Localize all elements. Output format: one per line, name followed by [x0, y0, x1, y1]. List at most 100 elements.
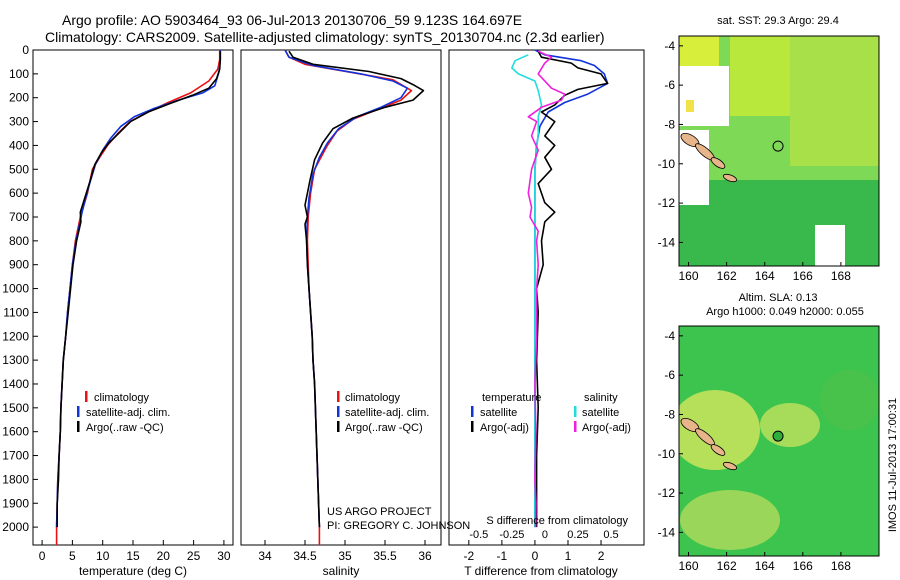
salinity-series	[284, 49, 425, 545]
island	[722, 461, 738, 471]
legend-swatch-argo	[337, 421, 340, 432]
map-y-tick-label: -12	[658, 486, 676, 500]
depth-tick-label: 600	[9, 186, 29, 200]
argo-float-marker	[772, 430, 784, 442]
difference-panel: -2 -1 0 1 2 -0.5 -0.25 0 0.25 0.5 S difference fr…	[448, 49, 645, 578]
top-x-tick-label: 0.5	[603, 529, 618, 541]
depth-tick-label: 1500	[2, 401, 29, 415]
sst-map-ticks: 160 162 164 166 168 -4 -6 -8 -10 -12 -14	[658, 39, 852, 283]
map-x-tick-label: 162	[717, 559, 737, 573]
difference-series	[510, 49, 609, 528]
depth-tick-label: 400	[9, 138, 29, 152]
temperature-panel: 0100200300400500600700800900100011001200…	[2, 43, 234, 578]
timestamp: IMOS 11-Jul-2013 17:00:31	[887, 398, 899, 532]
legend-header-salinity: salinity	[584, 392, 618, 404]
series-line-climatology	[55, 50, 221, 545]
sst-map-panel: sat. SST: 29.3 Argo: 29.4 160 162 164 166 16…	[658, 15, 880, 283]
salinity-xlabel: salinity	[323, 564, 360, 578]
x-tick-label: 15	[126, 549, 140, 563]
map-y-tick-label: -12	[658, 196, 676, 210]
map-y-tick-label: -4	[664, 39, 675, 53]
series-line-s-argo-adj-	[527, 50, 566, 528]
x-tick-label: 10	[96, 549, 110, 563]
depth-tick-label: 500	[9, 162, 29, 176]
title-line1: Argo profile: AO 5903464_93 06-Jul-2013 …	[62, 12, 522, 28]
legend-label-t-satellite: satellite	[480, 407, 517, 419]
map-x-tick-label: 168	[831, 559, 851, 573]
sla-map-panel: Altim. SLA: 0.13 Argo h1000: 0.049 h2000…	[658, 292, 880, 573]
series-line-t-satellite	[534, 49, 609, 528]
x-tick-label: 35	[338, 549, 352, 563]
sst-warm-patch	[790, 36, 879, 166]
island	[710, 444, 726, 456]
x-tick-label: 30	[217, 549, 231, 563]
depth-tick-label: 1900	[2, 496, 29, 510]
x-tick-label: 34	[258, 549, 272, 563]
map-y-tick-label: -14	[658, 235, 676, 249]
legend-label-climatology: climatology	[94, 392, 150, 404]
top-x-tick-label: 0	[542, 529, 548, 541]
series-line-s-satellite	[510, 54, 543, 528]
legend-swatch-satellite	[77, 406, 80, 417]
sst-map-title: sat. SST: 29.3 Argo: 29.4	[717, 15, 839, 27]
legend-label-argo: Argo(..raw -QC)	[345, 422, 423, 434]
depth-tick-label: 300	[9, 115, 29, 129]
legend-label-t-argo: Argo(-adj)	[480, 422, 529, 434]
x-tick-label: 36	[418, 549, 432, 563]
sst-cloud-mask	[679, 66, 729, 126]
sst-cool-region	[679, 180, 879, 266]
legend-swatch-satellite	[337, 406, 340, 417]
map-y-tick-label: -8	[664, 117, 675, 131]
x-tick-label: 35.5	[373, 549, 397, 563]
legend-label-s-argo: Argo(-adj)	[582, 422, 631, 434]
island	[722, 173, 738, 183]
legend-header-temperature: temperature	[482, 392, 541, 404]
series-line-argo-raw-qc-	[56, 51, 222, 528]
map-x-tick-label: 166	[793, 559, 813, 573]
map-y-tick-label: -14	[658, 525, 676, 539]
salinity-x-ticks: 34 34.5 35 35.5 36	[258, 540, 432, 563]
x-tick-label: 0	[39, 549, 46, 563]
sla-high-patch	[680, 490, 780, 550]
sla-map-title-2: Argo h1000: 0.049 h2000: 0.055	[706, 306, 864, 318]
x-tick-label: 20	[157, 549, 171, 563]
legend-swatch-t-argo	[471, 421, 474, 432]
difference-legend: temperature salinity satellite Argo(-adj…	[471, 392, 631, 434]
x-tick-label: 34.5	[293, 549, 317, 563]
temperature-axes-frame	[32, 49, 234, 546]
sla-high-patch	[679, 390, 760, 470]
map-x-tick-label: 164	[755, 559, 775, 573]
map-x-tick-label: 166	[793, 269, 813, 283]
top-x-tick-label: -0.25	[499, 529, 524, 541]
difference-top-xlabel: S difference from climatology	[486, 515, 628, 527]
map-x-tick-label: 164	[755, 269, 775, 283]
temperature-series	[55, 50, 222, 545]
depth-tick-label: 100	[9, 67, 29, 81]
sst-warm-patch	[730, 36, 790, 116]
legend-swatch-argo	[77, 421, 80, 432]
sla-high-patch	[760, 403, 820, 447]
difference-x-ticks: -2 -1 0 1 2 -0.5 -0.25 0 0.25 0.5	[463, 529, 618, 563]
islands	[680, 132, 738, 183]
x-tick-label: 0	[532, 549, 539, 563]
sst-map-frame	[678, 35, 880, 267]
x-tick-label: 25	[187, 549, 201, 563]
series-line-climatology	[284, 49, 413, 545]
sla-map-ticks: 160 162 164 166 168 -4 -6 -8 -10 -12 -14	[658, 329, 852, 573]
depth-tick-label: 1000	[2, 282, 29, 296]
map-x-tick-label: 162	[717, 269, 737, 283]
map-y-tick-label: -6	[664, 368, 675, 382]
temperature-xlabel: temperature (deg C)	[79, 564, 187, 578]
legend-swatch-t-satellite	[471, 406, 474, 417]
top-x-tick-label: 0.25	[567, 529, 588, 541]
depth-tick-label: 1400	[2, 377, 29, 391]
legend-swatch-s-satellite	[574, 406, 577, 417]
map-y-tick-label: -10	[658, 157, 676, 171]
legend-label-satellite: satellite-adj. clim.	[86, 407, 170, 419]
depth-tick-label: 200	[9, 91, 29, 105]
sst-warm-patch	[686, 100, 694, 112]
map-y-tick-label: -6	[664, 78, 675, 92]
series-line-satellite-adj-clim-	[55, 50, 222, 528]
depth-ticks: 0 100 200 300 400 500 600 700 800 900 1000 1100 1200…	[2, 43, 38, 534]
